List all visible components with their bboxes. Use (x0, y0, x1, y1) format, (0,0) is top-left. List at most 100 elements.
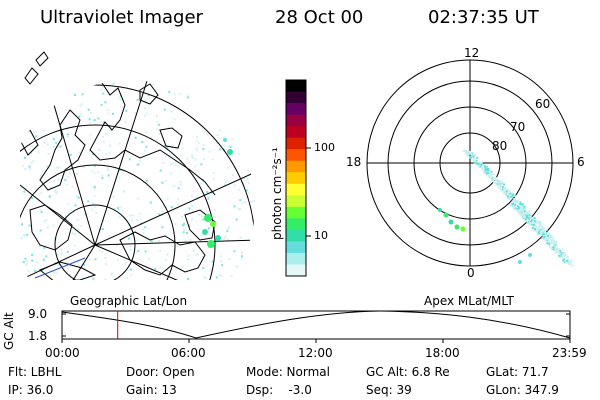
emission-pixel (546, 242, 549, 245)
emission-pixel (539, 228, 542, 231)
emission-pixel (517, 210, 519, 213)
emission-pixel (187, 277, 189, 280)
emission-pixel (473, 158, 475, 161)
emission-pixel (87, 108, 90, 111)
emission-pixel (163, 108, 166, 111)
emission-pixel (507, 198, 510, 201)
emission-pixel (509, 193, 512, 196)
emission-pixel (67, 203, 70, 206)
emission-pixel (156, 120, 159, 123)
emission-pixel (527, 210, 530, 213)
emission-pixel (143, 114, 146, 117)
app-title: Ultraviolet Imager (40, 7, 203, 28)
emission-pixel (519, 209, 521, 212)
emission-pixel (137, 249, 140, 252)
emission-pixel (65, 183, 68, 186)
emission-pixel (202, 218, 205, 221)
emission-pixel (52, 145, 55, 148)
emission-pixel (487, 169, 490, 172)
emission-pixel (173, 117, 176, 120)
emission-pixel (145, 112, 148, 115)
emission-pixel (194, 165, 197, 168)
emission-pixel (202, 256, 205, 259)
emission-pixel (55, 141, 58, 144)
emission-pixel (562, 252, 565, 255)
emission-pixel (172, 162, 175, 165)
emission-pixel (100, 89, 103, 91)
emission-pixel (513, 206, 515, 209)
emission-pixel (558, 247, 561, 250)
emission-pixel (181, 215, 184, 218)
emission-pixel (52, 224, 55, 227)
emission-pixel (78, 115, 81, 118)
emission-pixel (22, 260, 25, 263)
emission-pixel (113, 81, 116, 84)
emission-pixel (507, 194, 509, 196)
altitude-plot-frame (61, 310, 571, 340)
emission-pixel (182, 231, 185, 234)
altitude-curve (61, 310, 571, 339)
lon-line (94, 239, 255, 246)
emission-pixel (25, 263, 28, 266)
emission-pixel (514, 199, 516, 202)
emission-pixel (493, 182, 496, 185)
emission-pixel (548, 236, 551, 239)
emission-pixel (125, 109, 128, 112)
emission-pixel (196, 253, 198, 256)
emission-pixel (233, 205, 236, 208)
emission-pixel (252, 223, 255, 226)
emission-pixel (124, 262, 127, 265)
info-dsp: Dsp: -3.0 (246, 383, 312, 397)
emission-pixel (192, 250, 195, 253)
emission-pixel (503, 183, 505, 186)
emission-pixel (490, 170, 493, 173)
mlat-label-60: 60 (535, 97, 551, 111)
emission-pixel (566, 260, 569, 262)
emission-pixel (130, 219, 133, 222)
emission-pixel (525, 212, 528, 215)
emission-pixel (512, 205, 515, 208)
emission-pixel (20, 237, 23, 239)
emission-pixel (485, 172, 488, 175)
emission-pixel (32, 160, 34, 163)
emission-pixel (165, 234, 167, 237)
emission-pixel (104, 257, 107, 259)
emission-pixel (110, 273, 113, 276)
emission-pixel (141, 228, 144, 231)
emission-pixel (55, 272, 58, 275)
emission-pixel (166, 269, 169, 272)
emission-pixel (40, 211, 43, 214)
emission-pixel (517, 207, 520, 209)
emission-pixel (507, 189, 510, 192)
emission-pixel (161, 226, 164, 229)
emission-pixel (53, 271, 55, 274)
emission-pixel (542, 235, 545, 237)
emission-pixel (40, 191, 43, 194)
coastline-fragments (24, 51, 49, 85)
emission-pixel (129, 245, 132, 248)
emission-pixel (128, 237, 131, 240)
emission-pixel (475, 161, 478, 164)
emission-pixel (115, 121, 118, 123)
emission-pixel (480, 161, 483, 164)
emission-pixel (489, 176, 492, 179)
emission-pixel (20, 187, 23, 190)
emission-pixel (136, 99, 139, 101)
emission-pixel (154, 270, 156, 273)
emission-pixel (520, 212, 523, 215)
emission-pixel (525, 219, 528, 222)
emission-pixel (93, 172, 96, 175)
emission-pixel (154, 267, 157, 270)
emission-pixel (105, 153, 108, 156)
emission-pixel (560, 254, 563, 257)
emission-pixel (485, 166, 488, 169)
emission-pixel (118, 176, 121, 179)
emission-pixel (553, 242, 556, 245)
emission-pixel (559, 256, 562, 259)
emission-pixel (97, 148, 100, 151)
emission-pixel (541, 228, 544, 231)
emission-pixel (515, 205, 518, 208)
emission-pixel (541, 225, 544, 228)
emission-pixel (243, 177, 246, 180)
emission-pixel (219, 260, 222, 263)
